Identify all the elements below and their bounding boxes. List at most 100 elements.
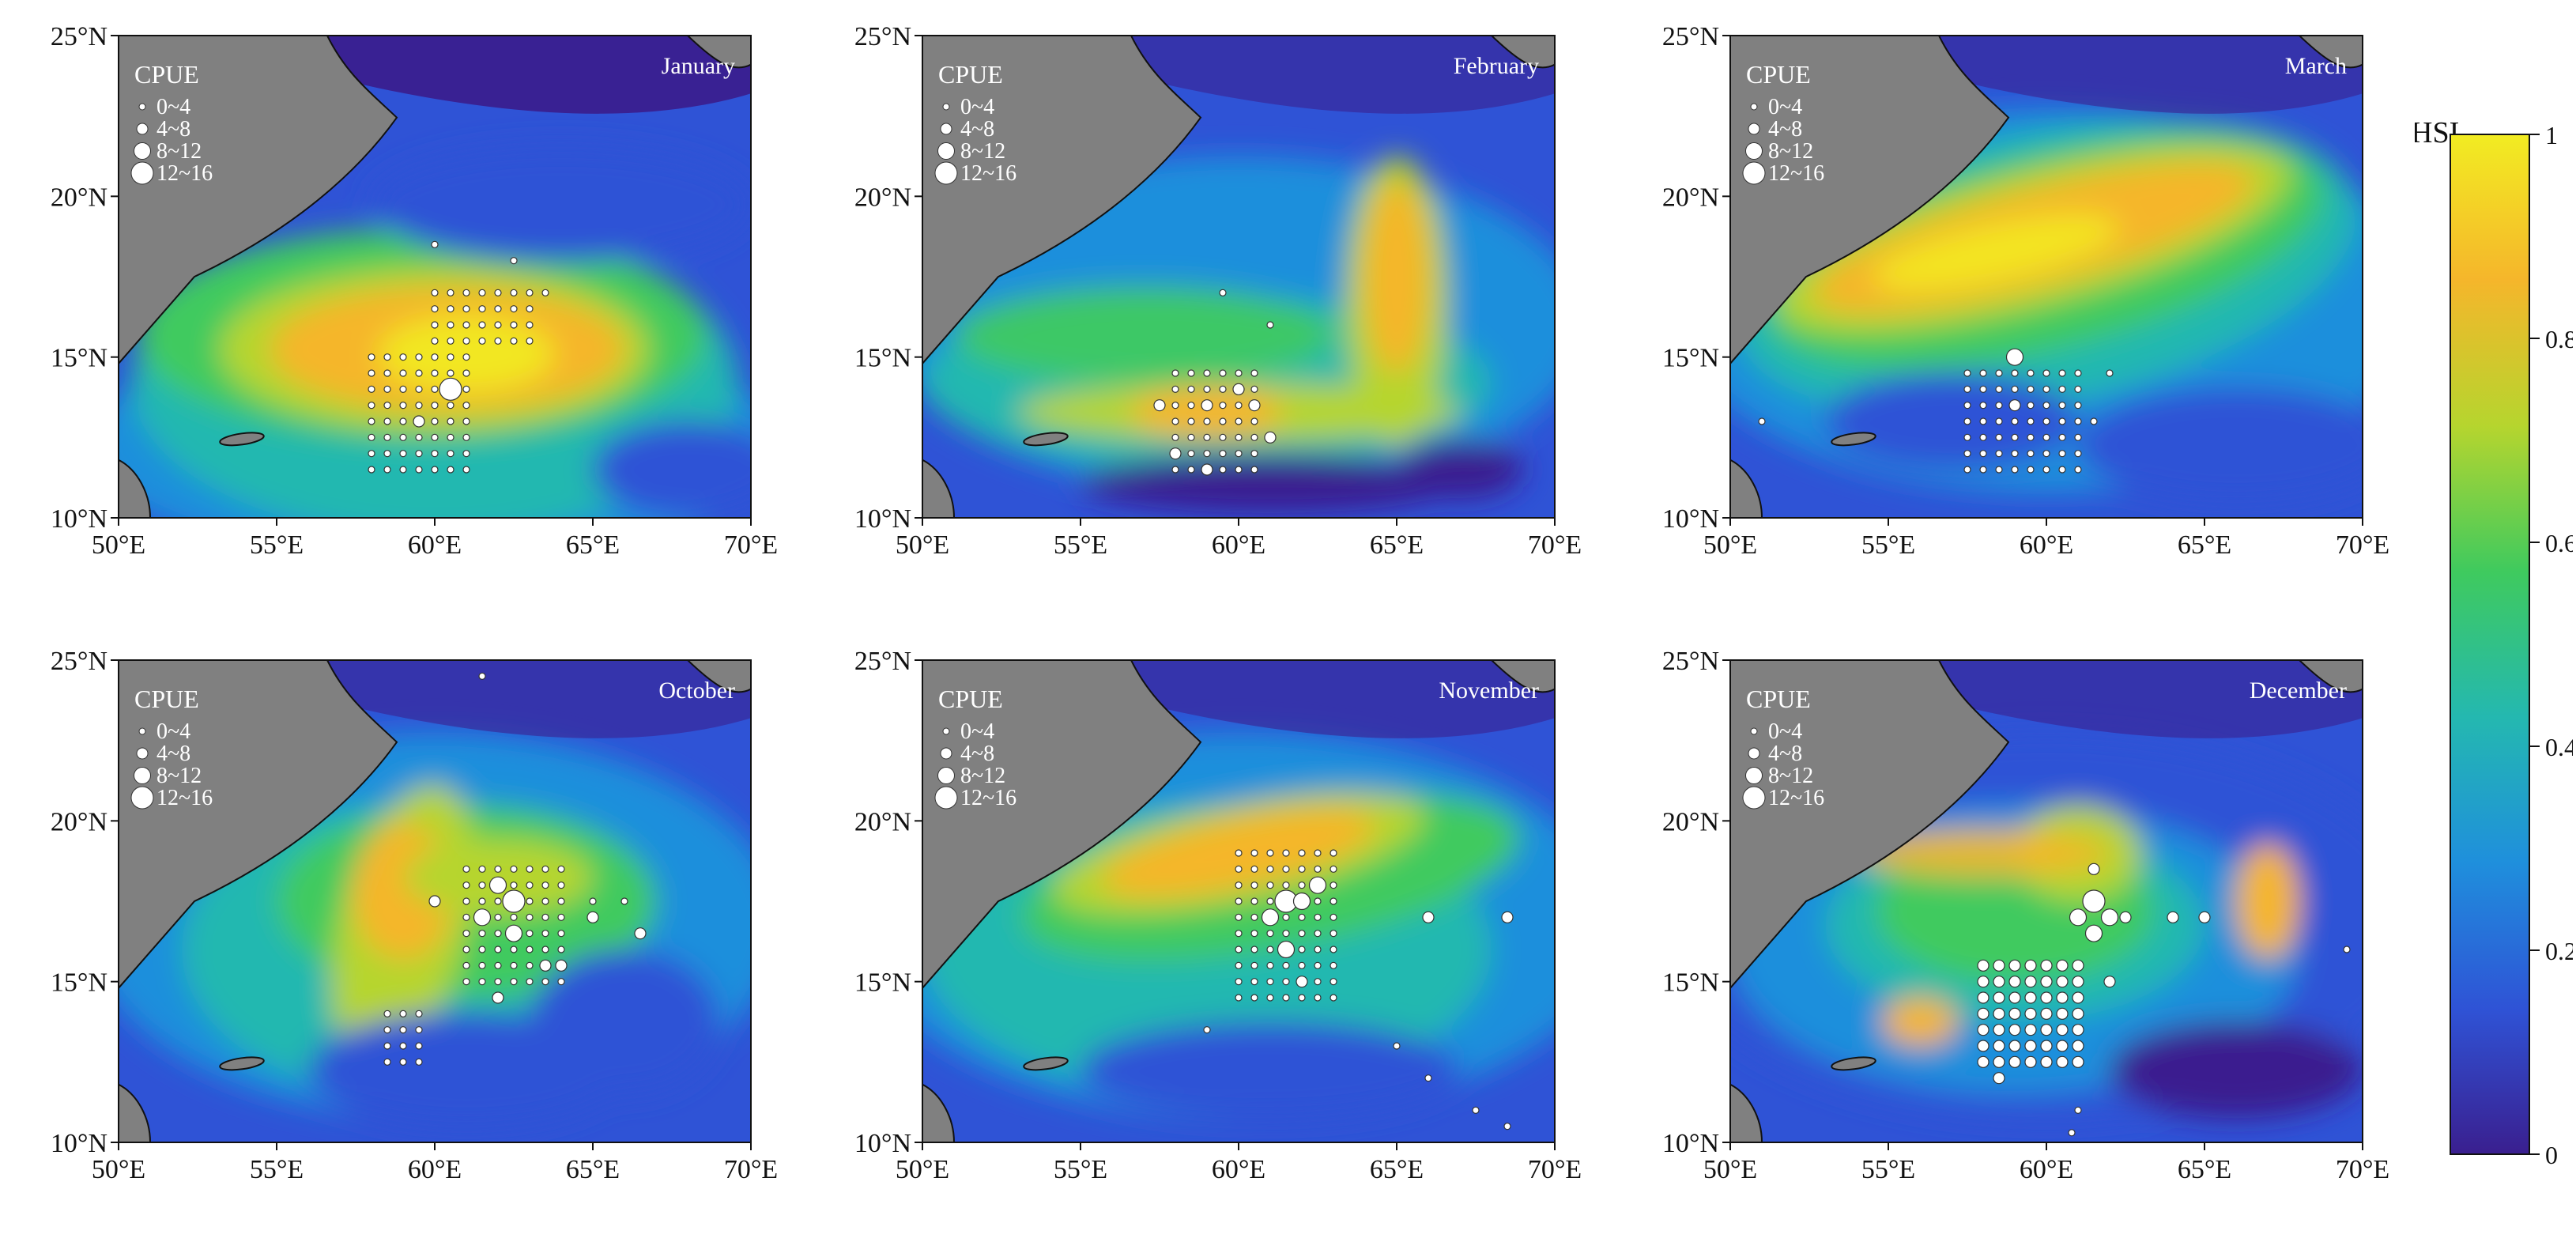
cpue-legend-label: 12~16 <box>157 161 213 186</box>
cpue-point <box>1250 849 1258 857</box>
cpue-point <box>1995 450 2003 458</box>
cpue-point <box>2011 433 2019 441</box>
y-tick-label: 25°N <box>51 22 107 51</box>
cpue-point <box>2042 466 2050 474</box>
y-tick-label: 20°N <box>51 183 107 212</box>
y-tick-label: 10°N <box>1662 504 1719 534</box>
cpue-point <box>1282 849 1290 857</box>
cpue-point <box>2024 959 2037 972</box>
cpue-point <box>1277 940 1296 959</box>
cpue-point <box>2056 1024 2069 1036</box>
cpue-legend-marker <box>1742 161 1766 185</box>
socotra-island <box>1831 432 1876 447</box>
cpue-point <box>1329 913 1337 921</box>
cpue-point <box>1314 994 1322 1002</box>
cpue-point <box>462 930 470 938</box>
cpue-point <box>462 417 470 425</box>
cpue-point <box>462 337 470 345</box>
cpue-legend-marker <box>942 727 950 735</box>
cpue-point <box>1250 994 1258 1002</box>
cpue-point <box>2103 976 2116 988</box>
cpue-point <box>2100 908 2119 927</box>
cpue-point <box>478 978 486 986</box>
cpue-point <box>2106 369 2114 377</box>
cpue-point <box>1250 897 1258 905</box>
y-tick-label: 25°N <box>854 647 911 676</box>
cpue-point <box>2072 1055 2084 1068</box>
cpue-point <box>478 930 486 938</box>
cpue-point <box>1266 881 1274 889</box>
cpue-point <box>1282 913 1290 921</box>
cpue-point <box>557 978 565 986</box>
cpue-point <box>2040 991 2053 1004</box>
cpue-point <box>2074 402 2082 410</box>
map-march-svg: 50°E 55°E 60°E 65°E 70°E 25°N 20°N 15°N 10°N Marc… <box>1662 22 2389 560</box>
cpue-point <box>510 946 518 953</box>
x-tick-label: 65°E <box>2178 530 2231 560</box>
cpue-point <box>1153 399 1166 412</box>
cpue-point <box>1314 849 1322 857</box>
gulf-of-oman-band <box>1933 660 2363 738</box>
cpue-point <box>447 402 454 410</box>
cpue-point <box>526 913 534 921</box>
colorbar-tick-label: 0.8 <box>2545 325 2573 353</box>
cpue-point <box>539 959 552 972</box>
colorbar-tick-label: 0.2 <box>2545 937 2573 965</box>
cpue-point <box>2024 1007 2037 1020</box>
cpue-point <box>492 991 504 1004</box>
cpue-point <box>1298 994 1306 1002</box>
cpue-point <box>2027 450 2035 458</box>
cpue-point <box>478 946 486 953</box>
y-tick-label: 25°N <box>51 647 107 676</box>
colorbar-tick-label: 0 <box>2545 1141 2558 1169</box>
cpue-point <box>447 450 454 458</box>
cpue-point <box>1266 978 1274 986</box>
cpue-point <box>399 466 407 474</box>
cpue-legend-label: 8~12 <box>1768 764 1813 788</box>
cpue-legend-marker <box>1742 786 1766 810</box>
hsi-field <box>1730 660 2363 1142</box>
map-february-svg: 50°E 55°E 60°E 65°E 70°E 25°N 20°N 15°N 10°N Febr… <box>854 22 1582 560</box>
cpue-point <box>494 865 502 873</box>
month-label: January <box>662 53 735 79</box>
cpue-point <box>1977 991 1990 1004</box>
cpue-point <box>1171 402 1179 410</box>
cpue-point <box>2072 1007 2084 1020</box>
cpue-point <box>462 433 470 441</box>
cpue-legend-marker <box>942 103 950 111</box>
cpue-point <box>494 305 502 313</box>
cpue-point <box>415 369 423 377</box>
cpue-point <box>383 1010 391 1017</box>
cpue-point <box>1282 930 1290 938</box>
cpue-point <box>447 337 454 345</box>
y-tick-label: 15°N <box>51 344 107 373</box>
cpue-point <box>2069 908 2088 927</box>
cpue-legend-label: 4~8 <box>1768 117 1802 142</box>
cpue-point <box>1979 369 1987 377</box>
cpue-point <box>1314 913 1322 921</box>
arabian-peninsula-land <box>1730 36 2010 365</box>
x-tick-label: 60°E <box>2020 530 2073 560</box>
cpue-point <box>2008 1055 2021 1068</box>
cpue-point <box>1219 466 1227 474</box>
cpue-point <box>1977 1040 1990 1052</box>
cpue-point <box>1298 881 1306 889</box>
y-tick-label: 20°N <box>51 807 107 836</box>
cpue-point <box>1329 978 1337 986</box>
cpue-point <box>383 466 391 474</box>
cpue-point <box>462 321 470 329</box>
cpue-point <box>541 865 549 873</box>
cpue-point <box>1203 417 1211 425</box>
map-january-svg: 50°E 55°E 60°E 65°E 70°E 25°N 20°N 15°N 10°N Janu… <box>51 22 778 560</box>
cpue-point <box>1235 369 1243 377</box>
cpue-point <box>1219 433 1227 441</box>
cpue-legend-label: 8~12 <box>157 764 202 788</box>
cpue-point <box>2056 1055 2069 1068</box>
cpue-point <box>1201 463 1213 476</box>
cpue-point <box>1250 930 1258 938</box>
cpue-point <box>2024 976 2037 988</box>
cpue-point <box>510 289 518 296</box>
cpue-point <box>2119 911 2132 923</box>
cpue-legend-label: 0~4 <box>157 719 190 744</box>
cpue-point <box>1758 417 1766 425</box>
